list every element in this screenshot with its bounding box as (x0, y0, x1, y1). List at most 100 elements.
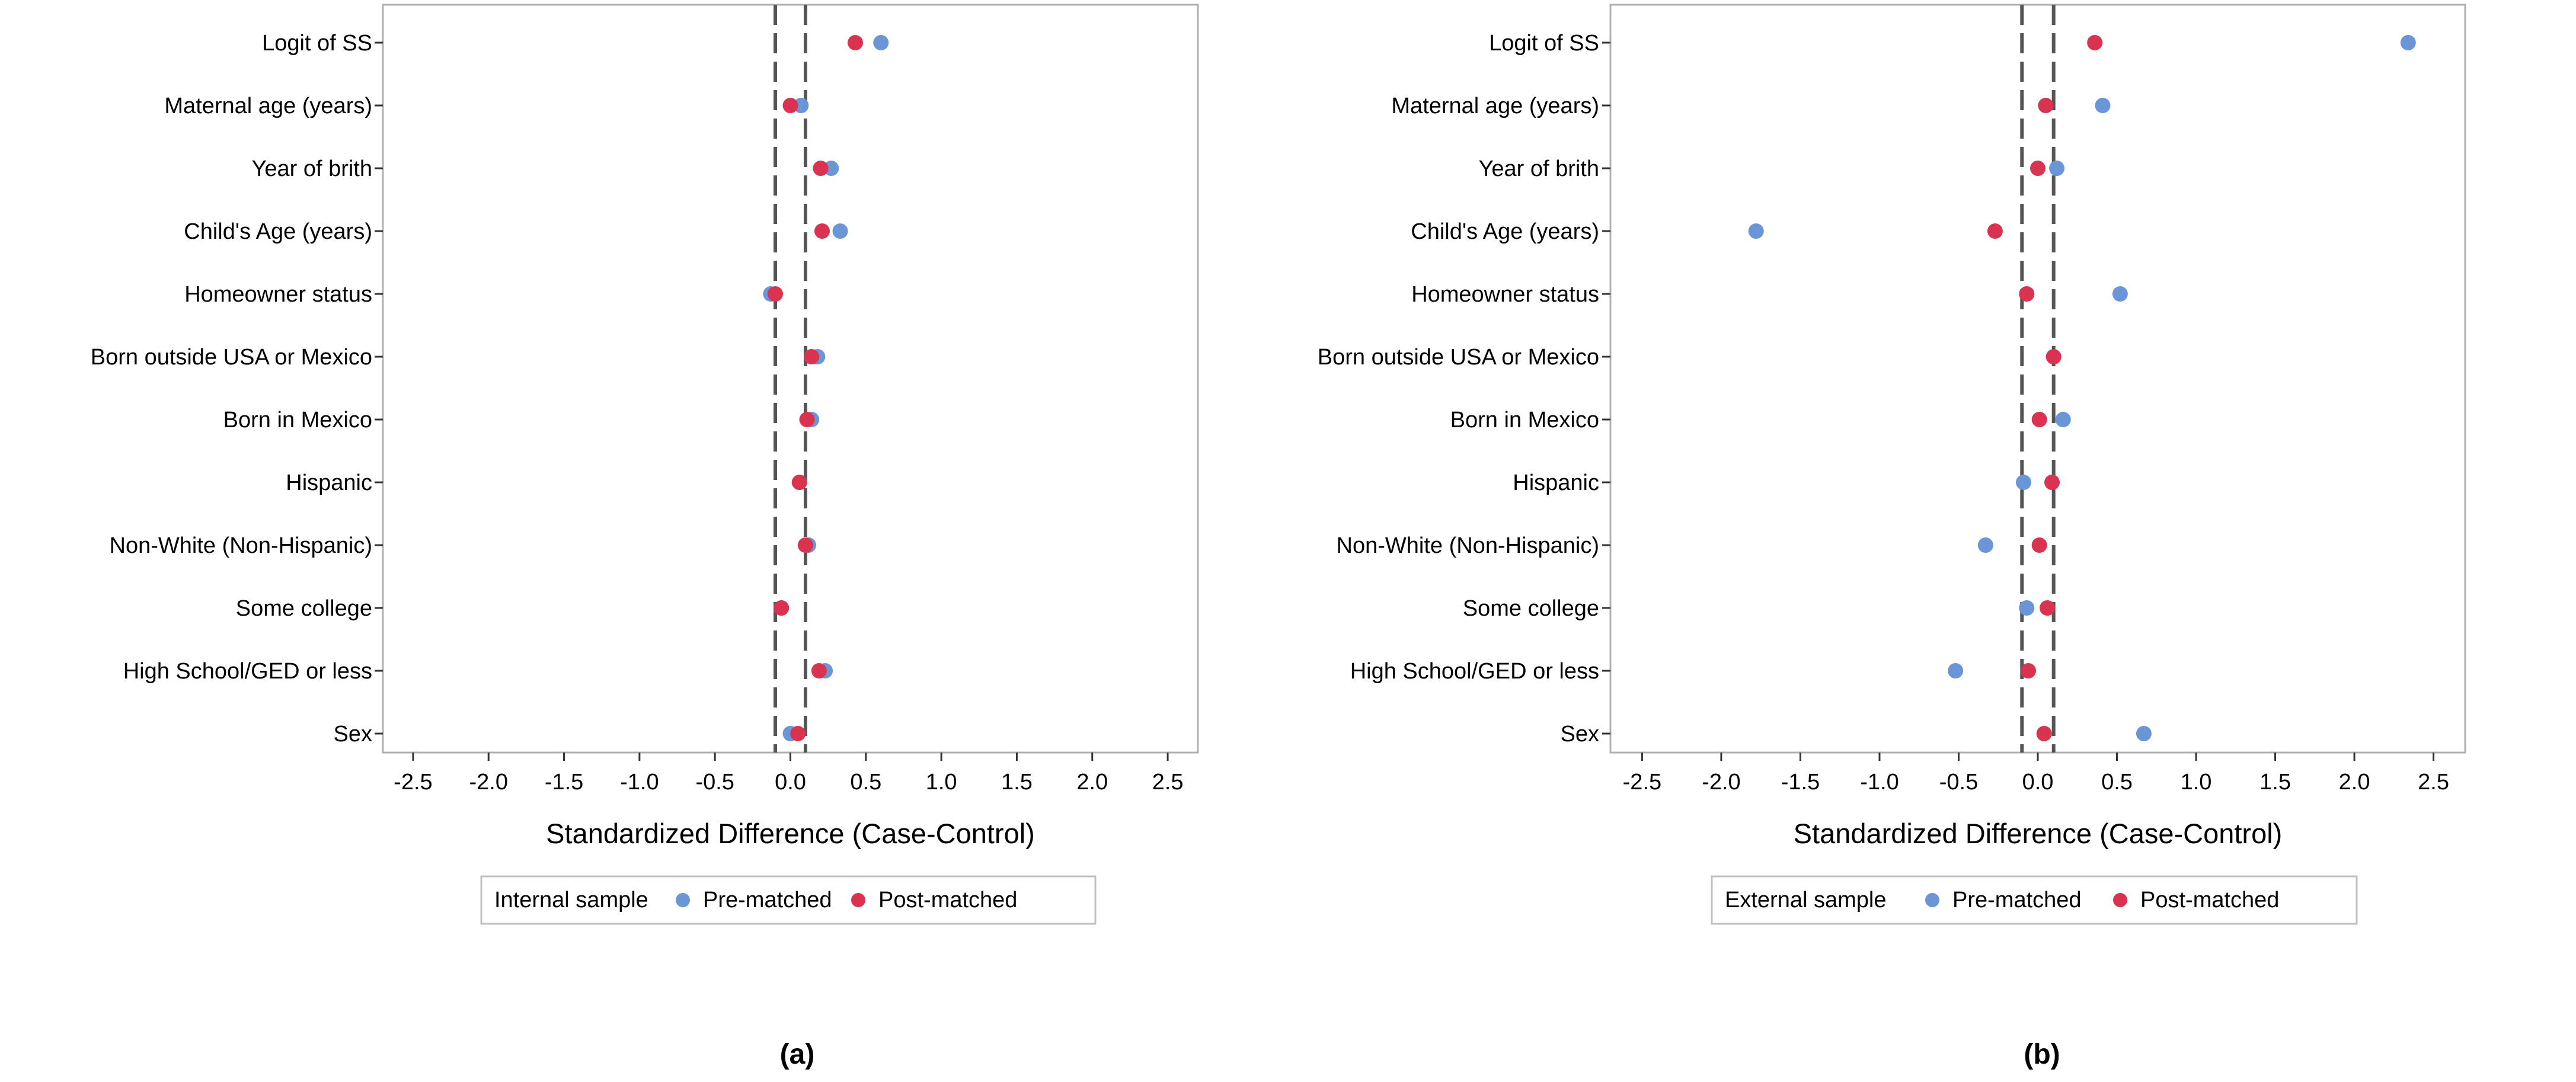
y-category-label: High School/GED or less (1350, 659, 1599, 684)
y-category-label: Child's Age (years) (1411, 219, 1599, 244)
x-tick-label: 0.5 (2101, 770, 2133, 795)
pre-matched-point (1748, 223, 1764, 239)
y-category-label: Maternal age (years) (164, 94, 372, 119)
pre-matched-point (793, 98, 809, 113)
legend-pre-matched-marker (676, 893, 690, 907)
x-tick-label: 2.5 (2418, 770, 2449, 795)
post-matched-point (790, 726, 806, 741)
x-tick-label: -2.0 (1702, 770, 1740, 795)
post-matched-point (799, 412, 815, 427)
x-tick-label: -1.0 (620, 770, 659, 795)
y-category-label: Maternal age (years) (1391, 94, 1599, 119)
pre-matched-point (873, 35, 889, 50)
legend-entry-label: Pre-matched (1952, 888, 2082, 913)
y-category-label: Born in Mexico (1450, 408, 1599, 433)
legend-entry-label: Post-matched (2140, 888, 2279, 913)
legend-entry-label: Post-matched (878, 888, 1017, 913)
pre-matched-point (823, 161, 839, 176)
legend-title: Internal sample (494, 888, 648, 913)
post-matched-point (2040, 600, 2056, 616)
post-matched-point (797, 537, 813, 553)
x-tick-label: 0.0 (2022, 770, 2054, 795)
x-tick-label: -1.5 (1781, 770, 1820, 795)
y-category-label: Year of brith (251, 156, 372, 181)
y-category-label: Logit of SS (1489, 31, 1599, 56)
x-tick-label: -1.5 (545, 770, 583, 795)
legend-post-matched-marker (2113, 893, 2127, 907)
x-tick-label: -2.5 (1623, 770, 1661, 795)
post-matched-point (2036, 726, 2052, 741)
y-category-label: Hispanic (286, 470, 372, 495)
post-matched-point (2020, 663, 2036, 678)
y-category-label: Homeowner status (184, 282, 372, 307)
post-matched-point (774, 600, 790, 616)
pre-matched-point (2400, 35, 2416, 50)
x-tick-label: 1.0 (926, 770, 957, 795)
post-matched-point (814, 223, 830, 239)
panel-a: Logit of SS Maternal age (years) Year of b… (91, 4, 1199, 1070)
pre-matched-point (2019, 600, 2035, 616)
post-matched-point (1987, 223, 2003, 239)
x-tick-label: -1.0 (1860, 770, 1899, 795)
x-tick-label: 0.0 (775, 770, 806, 795)
x-tick-label: 1.0 (2181, 770, 2212, 795)
legend-title: External sample (1725, 888, 1886, 913)
x-axis-title: Standardized Difference (Case-Control) (1794, 818, 2283, 849)
y-category-label: Born outside USA or Mexico (91, 345, 372, 370)
post-matched-point (2044, 475, 2060, 490)
pre-matched-point (832, 223, 848, 239)
x-tick-label: 1.5 (2259, 770, 2291, 795)
post-matched-point (813, 161, 829, 176)
legend-post-matched-marker (851, 893, 865, 907)
legend-box (480, 875, 1097, 925)
x-tick-label: 2.0 (1076, 770, 1108, 795)
x-tick-label: -2.5 (394, 770, 432, 795)
post-matched-point (2087, 35, 2103, 50)
post-matched-point (2031, 537, 2047, 553)
y-category-label: Non-White (Non-Hispanic) (110, 533, 372, 558)
y-category-label: Sex (1561, 722, 1599, 747)
y-category-label: High School/GED or less (123, 659, 372, 684)
post-matched-point (791, 475, 807, 490)
post-matched-point (2030, 161, 2046, 176)
pre-matched-point (2015, 475, 2031, 490)
y-category-label: Sex (334, 722, 372, 747)
pre-matched-point (2112, 286, 2128, 302)
pre-matched-point (2095, 98, 2111, 113)
y-category-label: Logit of SS (262, 31, 372, 56)
pre-matched-point (1948, 663, 1964, 678)
y-category-label: Some college (1463, 596, 1599, 621)
legend-pre-matched-marker (1925, 893, 1939, 907)
pre-matched-point (2136, 726, 2152, 741)
x-tick-label: 1.5 (1001, 770, 1033, 795)
post-matched-point (2038, 98, 2054, 113)
post-matched-point (2019, 286, 2035, 302)
x-tick-label: 0.5 (850, 770, 881, 795)
pre-matched-point (2055, 412, 2071, 427)
panel-label: (b) (2024, 1039, 2060, 1070)
legend-box (1711, 875, 2358, 925)
post-matched-point (811, 663, 827, 678)
y-category-label: Born outside USA or Mexico (1318, 345, 1599, 370)
x-axis-title: Standardized Difference (Case-Control) (546, 818, 1035, 849)
y-category-label: Some college (236, 596, 372, 621)
y-category-label: Born in Mexico (223, 408, 372, 433)
pre-matched-point (1977, 537, 1993, 553)
x-tick-label: 2.5 (1152, 770, 1184, 795)
post-matched-point (768, 286, 784, 302)
post-matched-point (782, 98, 798, 113)
post-matched-point (804, 349, 820, 364)
legend-entry-label: Pre-matched (703, 888, 832, 913)
panel-b: Logit of SS Maternal age (years) Year of b… (1318, 4, 2466, 1070)
post-matched-point (2031, 412, 2047, 427)
x-tick-label: -0.5 (1939, 770, 1978, 795)
y-category-label: Hispanic (1513, 470, 1599, 495)
pre-matched-point (2049, 161, 2065, 176)
y-category-label: Homeowner status (1411, 282, 1599, 307)
y-category-label: Year of brith (1478, 156, 1599, 181)
panel-label: (a) (780, 1039, 815, 1070)
y-category-label: Child's Age (years) (184, 219, 372, 244)
y-category-label: Non-White (Non-Hispanic) (1337, 533, 1599, 558)
post-matched-point (2046, 349, 2062, 364)
